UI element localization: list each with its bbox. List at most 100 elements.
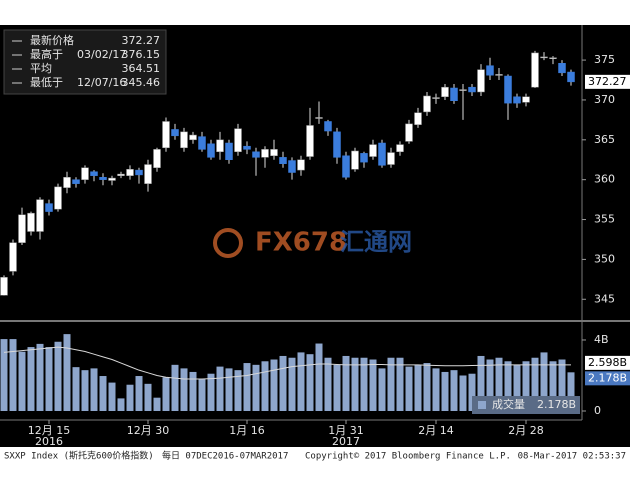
candle-body bbox=[171, 129, 179, 137]
watermark: 汇通网 bbox=[340, 228, 412, 256]
candle-body bbox=[36, 199, 44, 232]
legend-value: 372.27 bbox=[122, 34, 161, 47]
volume-bar bbox=[252, 364, 260, 411]
volume-bar bbox=[171, 364, 179, 411]
volume-bar bbox=[558, 359, 566, 411]
candle-body bbox=[0, 277, 8, 296]
volume-bar bbox=[81, 370, 89, 411]
candle-body bbox=[396, 144, 404, 153]
y-tick-label: 360 bbox=[594, 173, 615, 186]
value-tag-label: 2.178B bbox=[588, 371, 627, 384]
y-tick-label: 350 bbox=[594, 252, 615, 265]
legend-box bbox=[472, 396, 580, 414]
x-tick-label: 1月 31 bbox=[328, 424, 364, 437]
y-tick-label: 375 bbox=[594, 53, 615, 66]
x-year-label: 2016 bbox=[35, 435, 63, 448]
volume-bar bbox=[270, 359, 278, 411]
candle-body bbox=[180, 131, 188, 149]
candle-body bbox=[81, 167, 89, 180]
candle-body bbox=[297, 159, 305, 171]
candle-body bbox=[306, 125, 314, 157]
volume-bar bbox=[207, 373, 215, 411]
volume-bar bbox=[522, 361, 530, 411]
x-tick-label: 2月 28 bbox=[508, 424, 544, 437]
volume-bar bbox=[279, 355, 287, 411]
legend-date: 03/02/17 bbox=[77, 48, 126, 61]
candle-body bbox=[261, 149, 269, 158]
candle-body bbox=[99, 177, 107, 180]
volume-bar bbox=[90, 368, 98, 411]
candle-body bbox=[468, 86, 476, 93]
candle-body bbox=[126, 169, 134, 176]
volume-bar bbox=[441, 371, 449, 411]
volume-bar bbox=[63, 334, 71, 411]
volume-bar bbox=[405, 366, 413, 411]
footer-ticker: SXXP Index (斯托克600价格指数) bbox=[4, 450, 154, 462]
volume-bar bbox=[198, 379, 206, 411]
volume-bar bbox=[36, 343, 44, 411]
watermark-logo bbox=[213, 228, 243, 258]
candle-body bbox=[9, 242, 17, 272]
volume-bar bbox=[108, 382, 116, 411]
volume-bar bbox=[450, 370, 458, 411]
y-tick-label: 365 bbox=[594, 133, 615, 146]
volume-bar bbox=[9, 339, 17, 411]
volume-bar bbox=[486, 359, 494, 411]
legend-value: 376.15 bbox=[122, 48, 161, 61]
volume-bar bbox=[387, 357, 395, 411]
volume-bar bbox=[297, 352, 305, 411]
volume-bar bbox=[540, 352, 548, 411]
volume-bar bbox=[117, 398, 125, 411]
candle-body bbox=[495, 74, 503, 76]
volume-bar bbox=[225, 368, 233, 411]
volume-bar bbox=[369, 359, 377, 411]
volume-bar bbox=[27, 347, 35, 411]
candle-body bbox=[243, 145, 251, 150]
volume-bar bbox=[342, 355, 350, 411]
legend-box bbox=[3, 29, 167, 95]
volume-bar bbox=[243, 363, 251, 411]
x-tick-label: 1月 16 bbox=[229, 424, 265, 437]
candle-body bbox=[288, 160, 296, 173]
candle-body bbox=[225, 142, 233, 160]
value-tag bbox=[585, 74, 630, 89]
volume-bar bbox=[423, 363, 431, 411]
footer-period: 每日 07DEC2016-07MAR2017 bbox=[162, 450, 288, 462]
volume-bar bbox=[333, 364, 341, 411]
candle-body bbox=[567, 71, 575, 83]
candle-body bbox=[477, 69, 485, 93]
volume-bar bbox=[189, 371, 197, 411]
legend-label: 最低于 bbox=[30, 76, 63, 89]
candle-body bbox=[522, 96, 530, 103]
candle-body bbox=[90, 171, 98, 176]
footer-copyright: Copyright© 2017 Bloomberg Finance L.P. bbox=[305, 452, 511, 462]
value-tag bbox=[585, 371, 630, 386]
value-tag-label: 2.598B bbox=[588, 356, 627, 369]
candle-body bbox=[270, 149, 278, 157]
volume-bar bbox=[504, 361, 512, 411]
volume-bar bbox=[513, 364, 521, 411]
candle-body bbox=[333, 131, 341, 158]
volume-bar bbox=[459, 375, 467, 411]
value-tag bbox=[585, 355, 630, 370]
candle-body bbox=[45, 203, 53, 212]
candle-body bbox=[216, 139, 224, 153]
candle-body bbox=[162, 121, 170, 149]
volume-bar bbox=[531, 357, 539, 411]
watermark: FX678 bbox=[255, 228, 347, 258]
volume-bar bbox=[306, 354, 314, 411]
candle-body bbox=[378, 142, 386, 166]
candle-body bbox=[414, 112, 422, 125]
candle-body bbox=[342, 155, 350, 178]
y-tick-label: 345 bbox=[594, 292, 615, 305]
candle-body bbox=[558, 63, 566, 74]
candle-body bbox=[54, 186, 62, 210]
volume-bar bbox=[414, 364, 422, 411]
volume-bar bbox=[54, 341, 62, 411]
volume-bar bbox=[216, 366, 224, 411]
volume-bar bbox=[162, 377, 170, 411]
candle-body bbox=[63, 177, 71, 188]
candle-body bbox=[189, 134, 197, 141]
candle-body bbox=[135, 169, 143, 176]
